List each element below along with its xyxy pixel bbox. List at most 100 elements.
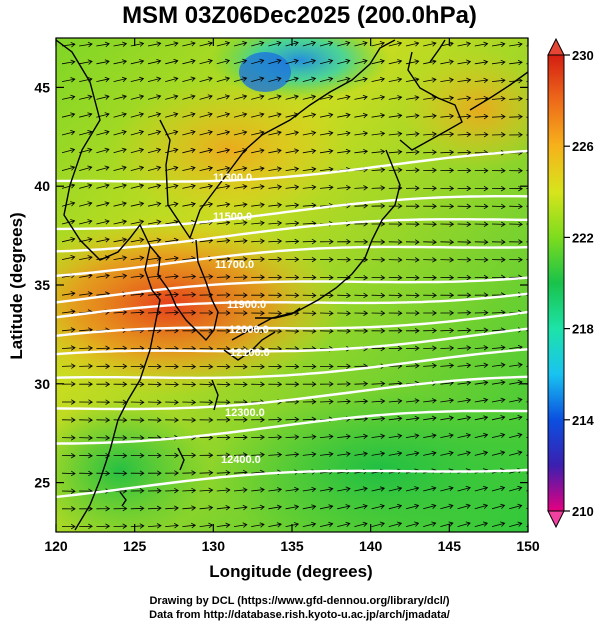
wind-arrow bbox=[268, 434, 283, 440]
wind-arrow bbox=[440, 149, 455, 156]
wind-arrow bbox=[147, 470, 162, 476]
wind-arrow bbox=[268, 238, 283, 244]
wind-arrow bbox=[302, 451, 317, 458]
colorbar: 230 226 222 218 214 210 bbox=[547, 37, 594, 529]
wind-arrow bbox=[130, 165, 145, 171]
wind-arrow bbox=[405, 257, 420, 263]
wind-arrow bbox=[354, 41, 368, 47]
wind-arrow bbox=[423, 327, 437, 334]
wind-arrow bbox=[337, 486, 351, 492]
wind-arrow bbox=[285, 486, 300, 493]
wind-arrow bbox=[113, 273, 128, 279]
wind-arrow bbox=[509, 185, 523, 192]
wind-arrow bbox=[251, 522, 265, 528]
wind-arrow bbox=[147, 505, 162, 512]
wind-arrow bbox=[165, 41, 179, 47]
wind-arrow bbox=[319, 434, 334, 440]
wind-arrow bbox=[130, 309, 145, 316]
wind-arrow bbox=[457, 327, 472, 334]
wind-arrow bbox=[216, 94, 231, 100]
wind-arrow bbox=[61, 94, 76, 100]
wind-arrow bbox=[474, 503, 489, 510]
wind-arrow bbox=[319, 292, 334, 299]
wind-arrow bbox=[319, 40, 334, 47]
wind-arrow bbox=[165, 147, 179, 154]
wind-arrow bbox=[474, 185, 489, 192]
wind-arrow bbox=[509, 485, 523, 492]
wind-arrow bbox=[388, 292, 403, 299]
wind-arrow bbox=[233, 292, 248, 298]
wind-arrow bbox=[182, 183, 196, 189]
wind-arrow bbox=[199, 201, 214, 208]
wind-arrow bbox=[509, 59, 523, 66]
wind-arrow bbox=[285, 504, 300, 510]
wind-arrow bbox=[182, 274, 197, 280]
wind-arrow bbox=[61, 327, 76, 333]
wind-arrow bbox=[79, 381, 93, 387]
wind-arrow bbox=[302, 274, 317, 281]
wind-arrow bbox=[96, 452, 111, 459]
wind-arrow bbox=[509, 397, 523, 403]
wind-arrow bbox=[268, 256, 283, 263]
wind-arrow bbox=[147, 488, 162, 494]
height-contour bbox=[56, 409, 528, 445]
wind-arrow bbox=[457, 521, 471, 527]
wind-arrow bbox=[61, 523, 76, 530]
wind-arrow bbox=[113, 112, 127, 118]
wind-arrow bbox=[509, 362, 523, 368]
wind-arrow bbox=[491, 397, 506, 403]
wind-arrow bbox=[405, 415, 420, 422]
wind-arrow bbox=[440, 77, 454, 83]
wind-arrow bbox=[96, 129, 110, 136]
wind-arrow bbox=[491, 521, 506, 527]
wind-arrow bbox=[216, 112, 231, 118]
height-contour bbox=[56, 245, 528, 278]
wind-arrow bbox=[354, 112, 368, 119]
wind-arrow bbox=[96, 41, 110, 48]
wind-arrow bbox=[268, 220, 283, 226]
wind-arrow bbox=[285, 76, 299, 82]
wind-arrow bbox=[182, 328, 197, 334]
wind-arrow bbox=[491, 114, 506, 120]
wind-arrow bbox=[199, 147, 213, 154]
wind-arrow bbox=[285, 238, 300, 245]
wind-arrow bbox=[251, 381, 265, 388]
wind-arrow bbox=[130, 505, 145, 512]
wind-arrow bbox=[302, 238, 317, 245]
wind-arrow bbox=[165, 201, 179, 207]
wind-arrow bbox=[319, 363, 334, 370]
wind-arrow bbox=[79, 291, 93, 297]
wind-arrow bbox=[182, 165, 196, 171]
wind-arrow bbox=[268, 328, 283, 334]
wind-arrow bbox=[457, 203, 472, 210]
wind-arrow bbox=[216, 417, 231, 423]
wind-arrow bbox=[509, 96, 523, 102]
wind-arrow bbox=[457, 433, 472, 439]
wind-arrow bbox=[457, 239, 472, 245]
wind-arrow bbox=[130, 183, 145, 189]
wind-arrow bbox=[147, 291, 162, 298]
wind-arrow bbox=[96, 505, 111, 512]
wind-arrow bbox=[319, 58, 334, 65]
colorbar-tick-label: 214 bbox=[572, 413, 594, 428]
wind-arrow bbox=[61, 255, 76, 261]
wind-arrow bbox=[79, 165, 93, 171]
wind-arrow bbox=[371, 328, 386, 334]
wind-arrow bbox=[354, 185, 369, 191]
wind-arrow bbox=[388, 203, 403, 209]
wind-arrow bbox=[199, 417, 214, 423]
wind-arrow bbox=[165, 255, 179, 262]
wind-arrow bbox=[371, 185, 386, 191]
wind-arrow bbox=[319, 274, 334, 281]
wind-arrow bbox=[457, 95, 472, 102]
wind-arrow bbox=[337, 257, 351, 263]
wind-arrow bbox=[233, 381, 248, 388]
wind-arrow bbox=[388, 310, 403, 316]
wind-arrow bbox=[233, 112, 248, 118]
wind-arrow bbox=[216, 292, 231, 298]
wind-arrow bbox=[491, 41, 506, 48]
wind-arrow bbox=[405, 310, 420, 316]
wind-arrow bbox=[491, 344, 506, 351]
wind-arrow bbox=[457, 292, 472, 298]
